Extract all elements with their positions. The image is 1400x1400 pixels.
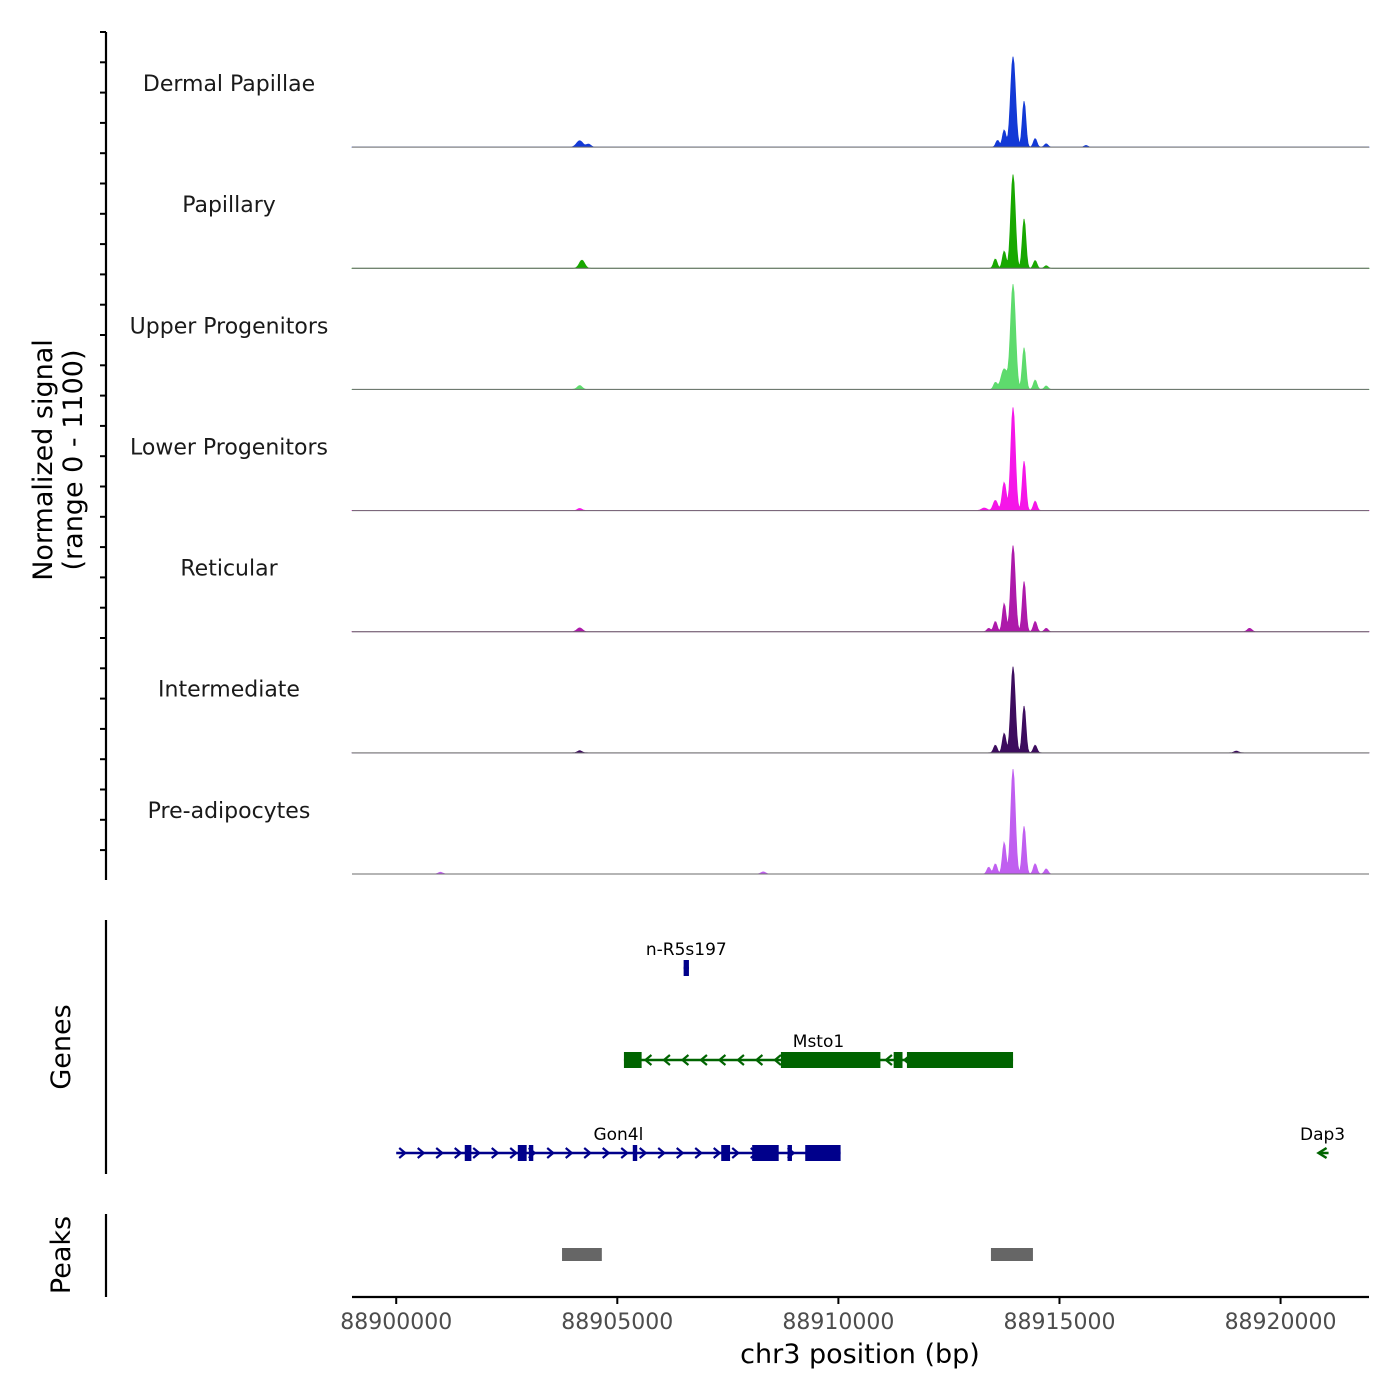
strand-arrow — [546, 1147, 555, 1159]
gene-label: Gon4l — [593, 1125, 643, 1145]
strand-arrow — [699, 1054, 708, 1066]
track-reticular: Reticular — [180, 545, 1370, 633]
coverage-area — [351, 56, 1370, 148]
gene-msto1: Msto1 — [623, 1032, 1014, 1068]
y-axis-title-line1: Normalized signal — [28, 339, 59, 581]
coverage-area — [352, 769, 1369, 875]
strand-arrow — [773, 1054, 782, 1066]
coverage-area — [351, 284, 1370, 390]
exon — [787, 1145, 792, 1161]
track-label: Reticular — [180, 557, 278, 582]
x-axis-ticks: 88900000 88905000 88910000 88915000 88920000 — [340, 1297, 1337, 1335]
exon — [906, 1052, 1014, 1068]
strand-arrow — [643, 1054, 653, 1066]
coverage-area — [351, 407, 1370, 511]
strand-arrow — [736, 1054, 745, 1066]
strand-arrow — [713, 1147, 722, 1159]
x-tick-label: 88905000 — [561, 1310, 673, 1335]
coverage-area — [351, 666, 1370, 754]
gene-gon4l: Gon4l — [396, 1125, 841, 1161]
strand-arrow — [417, 1147, 426, 1159]
strand-arrow — [639, 1147, 648, 1159]
coverage-tracks: Dermal Papillae Papillary Upper Progenitor… — [130, 56, 1370, 875]
track-intermediate: Intermediate — [158, 666, 1370, 754]
x-axis-title: chr3 position (bp) — [740, 1339, 980, 1370]
gene-label: Msto1 — [793, 1032, 844, 1052]
exon — [780, 1052, 881, 1068]
gene-n-r5s197: n-R5s197 — [646, 940, 727, 976]
strand-arrow — [1316, 1146, 1328, 1160]
strand-arrow — [620, 1147, 629, 1159]
exon — [464, 1145, 472, 1161]
genes-track: n-R5s197 Msto1 Gon4l Dap3 — [396, 940, 1345, 1161]
strand-arrow — [509, 1147, 518, 1159]
y-axis-title-line2: (range 0 - 1100) — [58, 350, 89, 571]
track-upper-progenitors: Upper Progenitors — [130, 284, 1370, 390]
track-label: Upper Progenitors — [130, 314, 329, 339]
x-tick-label: 88910000 — [782, 1310, 894, 1335]
strand-arrow — [454, 1147, 463, 1159]
coverage-y-ticks — [100, 31, 106, 852]
exon — [805, 1145, 841, 1161]
track-label: Intermediate — [158, 678, 300, 703]
strand-arrow — [565, 1147, 574, 1159]
exon — [517, 1145, 527, 1161]
genes-panel-title: Genes — [46, 1004, 77, 1089]
strand-arrow — [602, 1147, 611, 1159]
track-lower-progenitors: Lower Progenitors — [130, 407, 1370, 512]
strand-arrow — [717, 1054, 727, 1066]
strand-arrow — [754, 1054, 764, 1066]
gene-label: n-R5s197 — [646, 940, 727, 960]
exon — [623, 1052, 642, 1068]
coverage-area — [351, 545, 1370, 633]
track-label: Dermal Papillae — [143, 72, 315, 97]
strand-arrow — [398, 1147, 407, 1159]
exon — [632, 1145, 638, 1161]
strand-arrow — [884, 1054, 893, 1066]
gene-dap3: Dap3 — [1300, 1125, 1345, 1160]
track-label: Lower Progenitors — [130, 435, 328, 460]
gene-label: Dap3 — [1300, 1125, 1345, 1145]
peak-region — [990, 1248, 1033, 1261]
y-axis-title: Normalized signal (range 0 - 1100) — [28, 339, 89, 581]
strand-arrow — [662, 1054, 671, 1066]
coverage-area — [351, 174, 1370, 269]
exon — [528, 1145, 534, 1161]
exon — [721, 1145, 731, 1161]
peaks-track — [562, 1248, 1033, 1261]
x-tick-label: 88915000 — [1003, 1310, 1115, 1335]
track-dermal-papillae: Dermal Papillae — [143, 56, 1370, 148]
exon — [683, 960, 689, 976]
track-label: Pre-adipocytes — [148, 799, 311, 824]
strand-arrow — [657, 1147, 666, 1159]
track-label: Papillary — [182, 193, 276, 218]
exon — [893, 1052, 903, 1068]
peak-region — [562, 1248, 602, 1261]
strand-arrow — [731, 1147, 740, 1159]
track-pre-adipocytes: Pre-adipocytes — [148, 769, 1369, 875]
strand-arrow — [435, 1147, 444, 1159]
strand-arrow — [472, 1147, 481, 1159]
x-tick-label: 88900000 — [340, 1310, 452, 1335]
x-tick-label: 88920000 — [1225, 1310, 1337, 1335]
strand-arrow — [694, 1147, 703, 1159]
exon — [752, 1145, 779, 1161]
strand-arrow — [583, 1147, 592, 1159]
strand-arrow — [676, 1147, 685, 1159]
peaks-panel-title: Peaks — [46, 1216, 77, 1294]
track-papillary: Papillary — [182, 174, 1370, 269]
strand-arrow — [680, 1054, 690, 1066]
strand-arrow — [491, 1147, 500, 1159]
